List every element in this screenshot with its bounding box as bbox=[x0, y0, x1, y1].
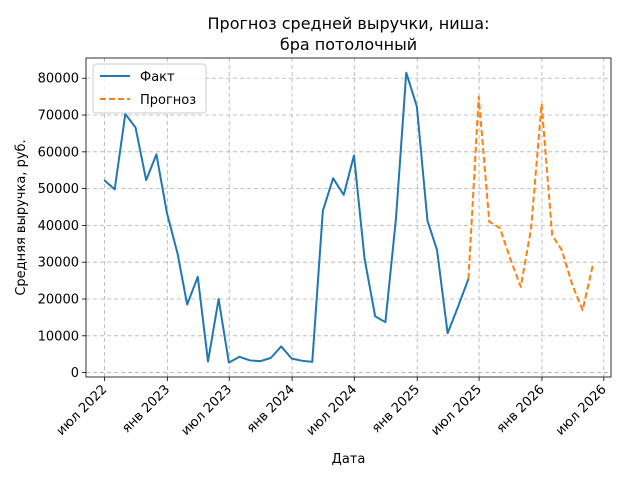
y-tick-label: 80000 bbox=[38, 72, 79, 87]
legend-label-forecast: Прогноз bbox=[140, 93, 196, 108]
y-axis-label: Средняя выручка, руб. bbox=[14, 139, 29, 295]
series-line-fact bbox=[103, 71, 470, 364]
chart-title-line1: Прогноз средней выручки, ниша: bbox=[208, 14, 490, 33]
series-layer bbox=[103, 71, 595, 364]
chart-title-line2: бра потолочный bbox=[280, 35, 417, 54]
series-line-forecast bbox=[467, 95, 595, 312]
y-tick-label: 70000 bbox=[38, 109, 79, 124]
x-axis-label: Дата bbox=[332, 452, 366, 467]
y-tick-label: 40000 bbox=[38, 219, 79, 234]
y-tick-label: 10000 bbox=[38, 329, 79, 344]
y-tick-label: 20000 bbox=[38, 292, 79, 307]
legend-label-fact: Факт bbox=[140, 70, 175, 85]
y-axis: 0 10000 20000 30000 40000 50000 60000 70000 8000… bbox=[38, 72, 86, 381]
legend: Факт Прогноз bbox=[92, 63, 207, 114]
y-tick-label: 0 bbox=[71, 366, 79, 381]
plot-area-frame bbox=[85, 57, 612, 378]
y-tick-label: 30000 bbox=[38, 256, 79, 271]
y-tick-label: 50000 bbox=[38, 182, 79, 197]
y-tick-label: 60000 bbox=[38, 145, 79, 160]
